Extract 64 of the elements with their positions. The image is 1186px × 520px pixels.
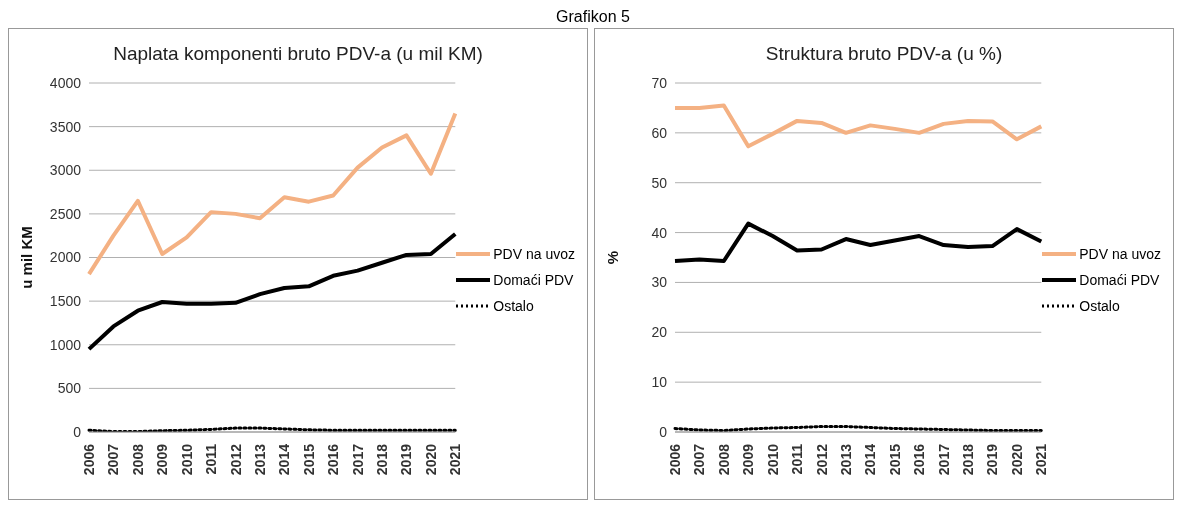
y-tick-label: 500 xyxy=(57,380,82,397)
y-tick-label: 4000 xyxy=(49,74,82,91)
x-tick-label: 2012 xyxy=(813,443,830,476)
x-tick-label: 2021 xyxy=(447,443,464,476)
y-tick-label: 10 xyxy=(651,374,668,391)
y-axis-title: u mil KM xyxy=(18,226,36,289)
y-tick-label: 30 xyxy=(651,274,668,291)
y-tick-label: 0 xyxy=(73,423,82,440)
x-tick-label: 2017 xyxy=(935,443,952,476)
x-tick-label: 2021 xyxy=(1033,443,1050,476)
legend-label: PDV na uvoz xyxy=(493,246,575,262)
legend-label: Domaći PDV xyxy=(1079,272,1160,288)
y-tick-label: 2000 xyxy=(49,249,82,266)
legend-label: PDV na uvoz xyxy=(1079,246,1161,262)
x-tick-label: 2007 xyxy=(105,443,122,476)
x-tick-label: 2011 xyxy=(789,443,806,475)
y-tick-label: 2500 xyxy=(49,205,82,222)
x-tick-label: 2007 xyxy=(691,443,708,476)
legend-label: Domaći PDV xyxy=(493,272,574,288)
y-tick-label: 20 xyxy=(651,324,668,341)
y-tick-label: 1000 xyxy=(49,336,82,353)
x-tick-label: 2012 xyxy=(227,443,244,476)
x-tick-label: 2013 xyxy=(251,443,268,476)
legend-label: Ostalo xyxy=(1079,298,1120,314)
x-tick-label: 2016 xyxy=(911,443,928,476)
x-tick-label: 2006 xyxy=(667,443,683,476)
y-tick-label: 40 xyxy=(651,224,668,241)
y-tick-label: 1500 xyxy=(49,293,82,310)
x-tick-label: 2019 xyxy=(984,443,1001,476)
x-tick-label: 2018 xyxy=(374,443,391,476)
x-tick-label: 2017 xyxy=(349,443,366,476)
chart-title: Naplata komponenti bruto PDV-a (u mil KM) xyxy=(112,43,484,65)
x-tick-label: 2009 xyxy=(740,443,757,476)
x-tick-label: 2006 xyxy=(81,443,97,476)
legend-label: Ostalo xyxy=(493,298,534,314)
x-tick-label: 2019 xyxy=(398,443,415,476)
y-tick-label: 60 xyxy=(651,124,668,141)
y-tick-label: 0 xyxy=(659,423,668,440)
x-tick-label: 2015 xyxy=(886,443,903,476)
y-tick-label: 50 xyxy=(651,174,668,191)
x-tick-label: 2008 xyxy=(129,443,146,476)
x-tick-label: 2014 xyxy=(862,443,879,476)
x-tick-label: 2010 xyxy=(178,443,195,476)
chart-title: Struktura bruto PDV-a (u %) xyxy=(764,43,1004,65)
line-series xyxy=(673,221,1044,263)
x-tick-label: 2016 xyxy=(325,443,342,476)
x-tick-label: 2009 xyxy=(154,443,171,476)
x-tick-label: 2020 xyxy=(1008,443,1025,476)
x-tick-label: 2008 xyxy=(715,443,732,476)
y-tick-label: 3500 xyxy=(49,118,82,135)
y-tick-label: 3000 xyxy=(49,162,82,179)
y-tick-label: 70 xyxy=(651,74,668,91)
line-series xyxy=(87,231,458,352)
y-axis-title: % xyxy=(604,250,622,265)
x-tick-label: 2015 xyxy=(300,443,317,476)
x-tick-label: 2020 xyxy=(422,443,439,476)
line-series xyxy=(673,103,1044,149)
x-tick-label: 2014 xyxy=(276,443,293,476)
line-series xyxy=(87,111,458,277)
x-tick-label: 2011 xyxy=(203,443,220,475)
x-tick-label: 2018 xyxy=(960,443,977,476)
x-tick-label: 2013 xyxy=(837,443,854,476)
x-tick-label: 2010 xyxy=(764,443,781,476)
text: Grafikon 5 xyxy=(555,8,631,27)
